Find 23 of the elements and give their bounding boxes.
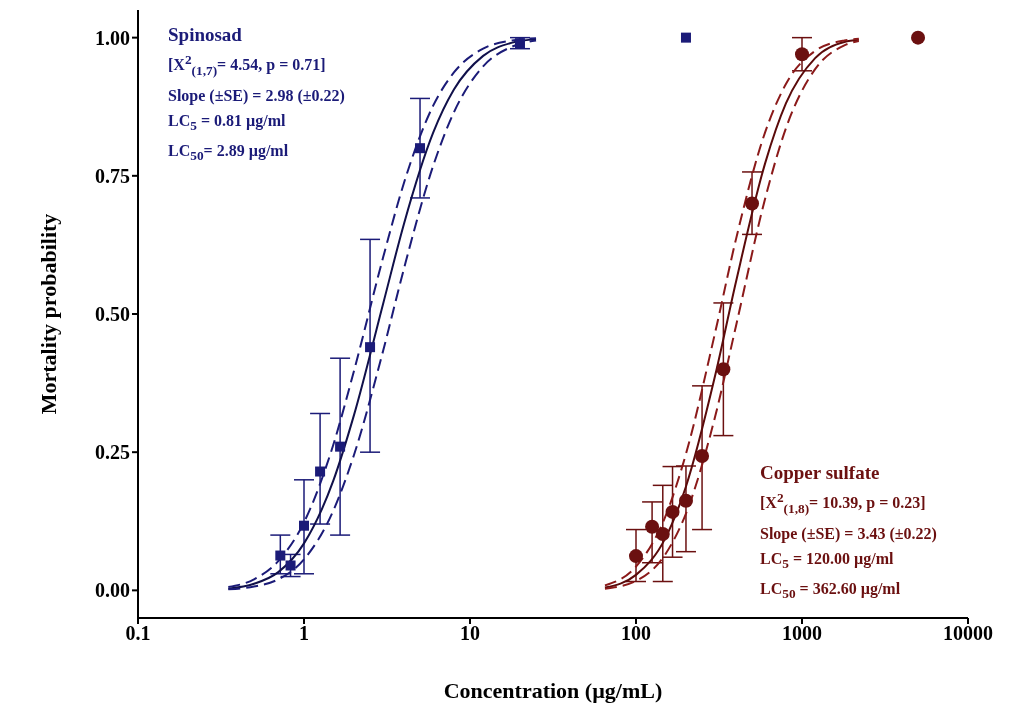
annotation: Slope (±SE) = 2.98 (±0.22) [168, 85, 345, 107]
x-tick-label: 0.1 [125, 622, 151, 645]
y-tick-label: 0.00 [95, 579, 130, 602]
annotation: [X$^{2}$$_{(1,7)}$= 4.54, p = 0.71] [168, 51, 327, 80]
y-tick-label: 0.75 [95, 164, 130, 187]
annotation: LC$_{5}$ = 120.00 µg/ml [760, 548, 895, 573]
y-tick-label: 1.00 [95, 26, 130, 49]
annotation: LC$_{50}$ = 362.60 µg/ml [760, 578, 902, 603]
x-axis-title: Concentration (µg/mL) [443, 678, 663, 703]
annotation: Slope (±SE) = 3.43 (±0.22) [760, 523, 937, 545]
y-tick-label: 0.50 [95, 303, 130, 326]
x-tick-label: 10 [460, 622, 480, 645]
text: Spinosad [168, 23, 243, 47]
x-tick-label: 10000 [943, 622, 993, 645]
text: Copper sulfate [760, 461, 881, 485]
annotation: LC$_{5}$ = 0.81 µg/ml [168, 110, 287, 135]
annotation: [X$^{2}$$_{(1,8)}$= 10.39, p = 0.23] [760, 489, 927, 518]
x-tick-label: 1 [299, 622, 309, 645]
y-tick-label: 0.25 [95, 441, 130, 464]
x-tick-label: 1000 [782, 622, 822, 645]
x-tick-label: 100 [621, 622, 651, 645]
y-axis-title: Mortality probability [35, 213, 61, 415]
annotation: LC$_{50}$= 2.89 µg/ml [168, 140, 290, 165]
